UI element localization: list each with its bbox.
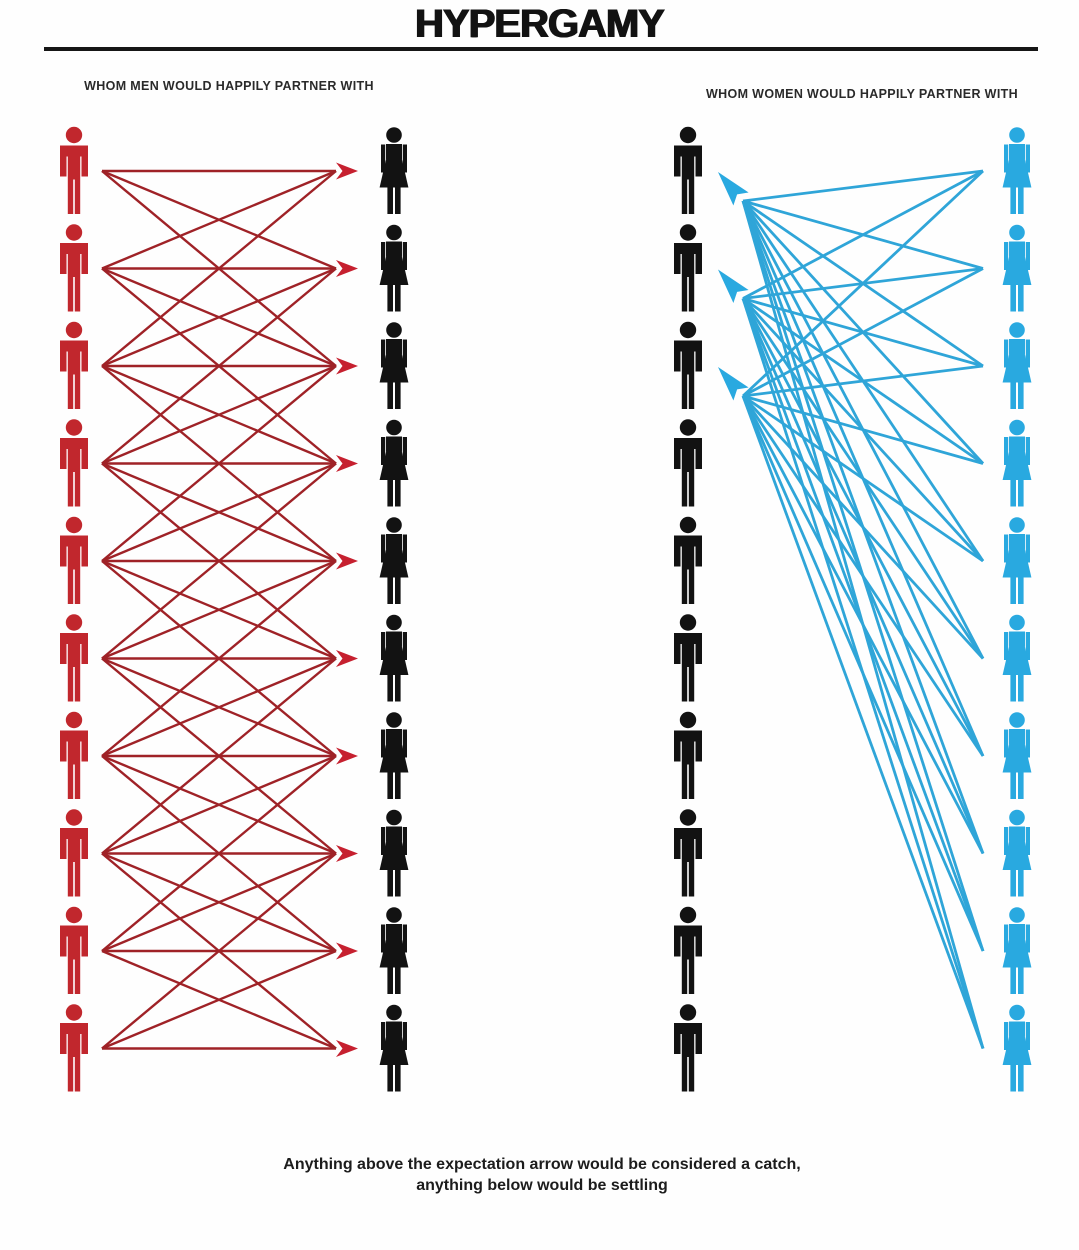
arrowhead-woman4 xyxy=(336,455,358,472)
woman-icon-blue-10 xyxy=(1002,1004,1032,1092)
woman-icon-black-1 xyxy=(379,127,409,214)
man-icon-red-9 xyxy=(60,906,88,994)
arrow-woman8-to-man1 xyxy=(741,200,985,854)
arrow-man3-to-woman2 xyxy=(101,267,337,368)
arrow-man8-to-woman7 xyxy=(101,754,337,855)
arrow-woman3-to-man1 xyxy=(742,199,984,368)
arrow-man10-to-woman8 xyxy=(101,852,337,1050)
man-icon-red-7 xyxy=(60,711,88,799)
arrow-woman4-to-man1 xyxy=(741,200,985,465)
man-icon-black-4 xyxy=(674,419,702,507)
woman-icon-blue-3 xyxy=(1002,322,1032,409)
woman-icon-black-8 xyxy=(379,809,409,897)
man-icon-black-3 xyxy=(674,321,702,409)
arrowhead-woman2 xyxy=(336,260,358,277)
man-icon-black-2 xyxy=(674,224,702,312)
arrow-woman10-to-man1 xyxy=(741,200,985,1049)
arrow-woman1-to-man1 xyxy=(742,169,984,203)
woman-icon-blue-6 xyxy=(1002,614,1032,702)
arrow-man4-to-woman3 xyxy=(101,364,337,465)
arrow-man5-to-woman3 xyxy=(101,365,337,562)
woman-icon-black-9 xyxy=(379,907,409,994)
arrowhead-woman5 xyxy=(336,552,358,570)
woman-icon-black-6 xyxy=(379,614,409,702)
woman-icon-black-10 xyxy=(379,1004,409,1092)
expectation-caption: Anything above the expectation arrow wou… xyxy=(192,1154,892,1196)
arrow-man2-to-woman1 xyxy=(101,169,337,270)
arrowhead-woman7 xyxy=(336,747,358,765)
arrowhead-woman6 xyxy=(336,650,358,667)
arrowhead-man1 xyxy=(718,172,749,206)
arrow-woman5-to-man1 xyxy=(741,200,985,562)
man-icon-red-4 xyxy=(60,419,88,507)
caption-line-2: anything below would be settling xyxy=(416,1177,668,1194)
arrowhead-man2 xyxy=(718,269,749,303)
arrow-woman9-to-man1 xyxy=(741,200,985,952)
woman-icon-blue-2 xyxy=(1002,224,1032,312)
page-title: HYPERGAMY xyxy=(415,2,665,46)
arrow-man10-to-woman9 xyxy=(101,949,337,1050)
arrow-man4-to-woman2 xyxy=(101,267,337,465)
woman-icon-blue-7 xyxy=(1002,712,1032,799)
arrow-woman2-to-man1 xyxy=(742,199,984,270)
arrow-woman6-to-man1 xyxy=(741,200,985,660)
man-icon-black-10 xyxy=(674,1004,702,1092)
arrow-man6-to-woman5 xyxy=(101,559,337,660)
arrowhead-woman9 xyxy=(336,942,358,960)
man-icon-red-5 xyxy=(60,516,88,604)
woman-icon-black-2 xyxy=(379,224,409,312)
arrow-man9-to-woman8 xyxy=(101,852,337,953)
arrow-man3-to-woman1 xyxy=(101,170,337,367)
man-icon-black-9 xyxy=(674,906,702,994)
woman-icon-blue-1 xyxy=(1002,127,1032,214)
women-panel-heading: WHOM WOMEN WOULD HAPPILY PARTNER WITH xyxy=(705,87,1019,101)
woman-icon-blue-5 xyxy=(1002,517,1032,604)
man-icon-red-2 xyxy=(60,224,88,312)
arrowhead-woman8 xyxy=(336,845,358,862)
man-icon-black-1 xyxy=(674,126,702,214)
man-icon-black-5 xyxy=(674,516,702,604)
arrowhead-man3 xyxy=(718,367,749,401)
woman-icon-black-7 xyxy=(379,712,409,799)
man-icon-red-10 xyxy=(60,1004,88,1092)
arrowhead-woman10 xyxy=(336,1040,358,1057)
arrow-man9-to-woman7 xyxy=(101,755,337,952)
caption-line-1: Anything above the expectation arrow wou… xyxy=(283,1156,801,1173)
man-icon-black-7 xyxy=(674,711,702,799)
arrow-man7-to-woman6 xyxy=(101,657,337,758)
arrow-man8-to-woman6 xyxy=(101,657,337,855)
man-icon-black-8 xyxy=(674,809,702,897)
man-icon-red-6 xyxy=(60,614,88,702)
woman-icon-blue-4 xyxy=(1002,419,1032,507)
woman-icon-blue-8 xyxy=(1002,809,1032,897)
arrowhead-woman1 xyxy=(336,162,358,180)
arrow-man7-to-woman5 xyxy=(101,560,337,757)
woman-icon-blue-9 xyxy=(1002,907,1032,994)
man-icon-red-8 xyxy=(60,809,88,897)
arrow-man5-to-woman4 xyxy=(101,462,337,563)
man-icon-red-3 xyxy=(60,321,88,409)
men-panel-heading: WHOM MEN WOULD HAPPILY PARTNER WITH xyxy=(84,79,374,93)
arrow-man6-to-woman4 xyxy=(101,462,337,660)
woman-icon-black-5 xyxy=(379,517,409,604)
man-icon-red-1 xyxy=(60,126,88,214)
woman-icon-black-3 xyxy=(379,322,409,409)
title-underline xyxy=(44,47,1038,51)
arrow-woman10-to-man3 xyxy=(741,395,985,1049)
arrow-woman7-to-man1 xyxy=(741,200,985,757)
arrow-woman10-to-man2 xyxy=(741,298,985,1049)
woman-icon-black-4 xyxy=(379,419,409,507)
arrowhead-woman3 xyxy=(336,357,358,375)
man-icon-black-6 xyxy=(674,614,702,702)
